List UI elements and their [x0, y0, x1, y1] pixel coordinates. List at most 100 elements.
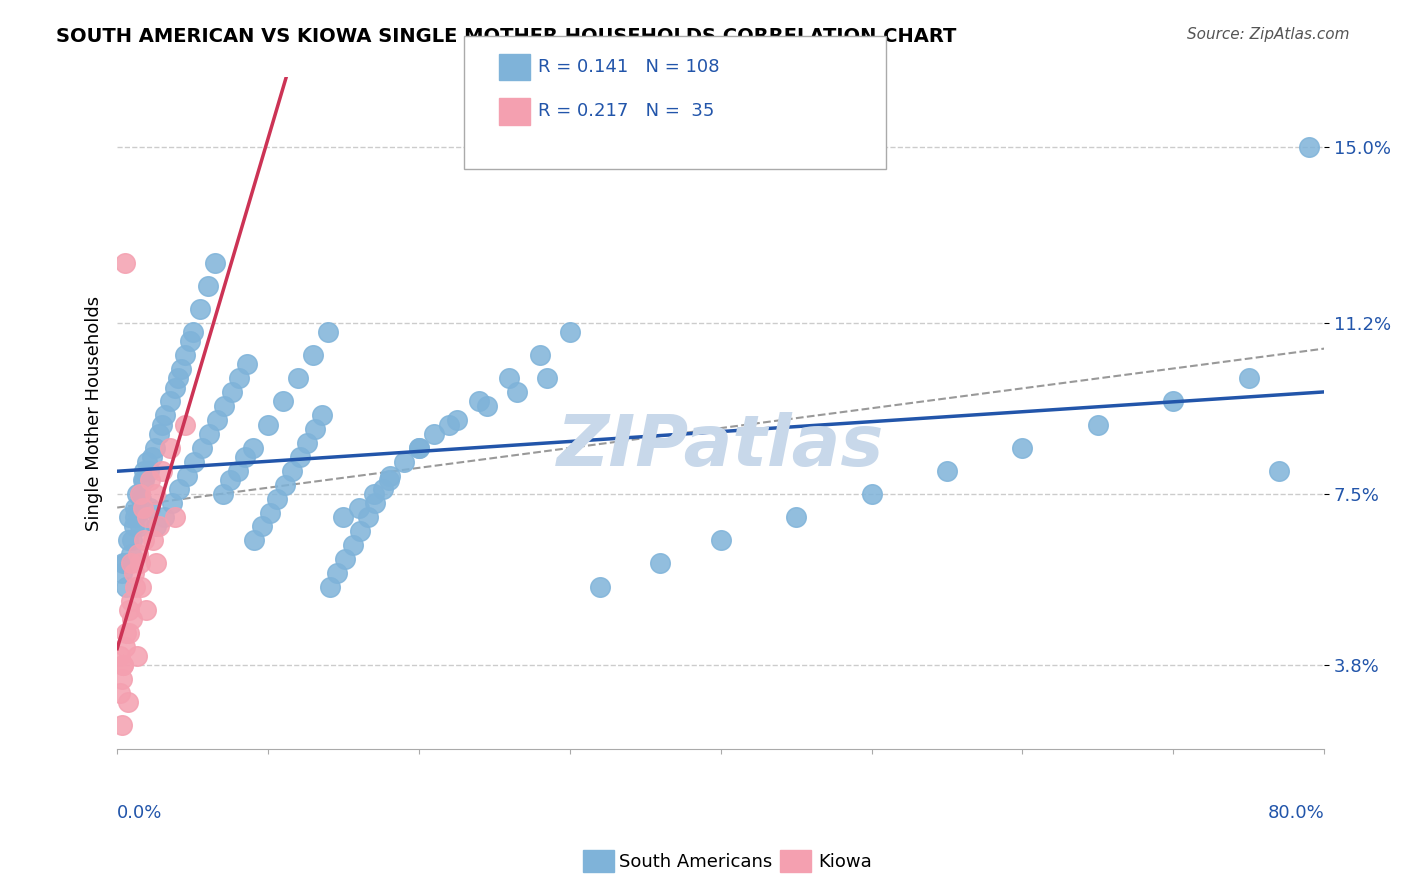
Point [139, 500, 162, 515]
Point [169, 362, 191, 376]
Point [114, 255, 136, 269]
Point [120, 557, 142, 571]
Point [111, 672, 134, 686]
Point [408, 441, 430, 455]
Point [112, 658, 135, 673]
Point [1237, 371, 1260, 385]
Point [281, 464, 304, 478]
Point [380, 468, 402, 483]
Y-axis label: Single Mother Households: Single Mother Households [86, 295, 103, 531]
Point [304, 422, 326, 436]
Point [167, 483, 190, 497]
Point [159, 394, 181, 409]
Point [392, 455, 415, 469]
Point [179, 334, 201, 349]
Point [122, 566, 145, 580]
Point [785, 510, 807, 524]
Text: Kiowa: Kiowa [818, 853, 872, 871]
Point [127, 547, 149, 561]
Point [363, 487, 385, 501]
Point [136, 455, 159, 469]
Point [124, 580, 146, 594]
Point [166, 371, 188, 385]
Point [228, 371, 250, 385]
Point [326, 566, 349, 580]
Point [347, 500, 370, 515]
Point [108, 648, 131, 663]
Point [117, 533, 139, 548]
Point [273, 477, 295, 491]
Point [128, 519, 150, 533]
Point [377, 473, 399, 487]
Point [152, 464, 174, 478]
Point [138, 464, 160, 478]
Point [143, 487, 166, 501]
Point [236, 358, 259, 372]
Point [288, 450, 311, 464]
Point [257, 417, 280, 432]
Point [121, 533, 143, 548]
Point [860, 487, 883, 501]
Point [131, 491, 153, 506]
Point [148, 519, 170, 533]
Point [139, 473, 162, 487]
Point [159, 441, 181, 455]
Point [176, 468, 198, 483]
Point [650, 557, 672, 571]
Point [1011, 441, 1033, 455]
Point [136, 510, 159, 524]
Point [333, 552, 356, 566]
Point [242, 441, 264, 455]
Point [135, 603, 157, 617]
Text: ZIPatlas: ZIPatlas [557, 412, 884, 481]
Point [152, 417, 174, 432]
Point [181, 325, 204, 339]
Point [498, 371, 520, 385]
Point [128, 557, 150, 571]
Point [124, 510, 146, 524]
Point [506, 385, 529, 400]
Point [142, 533, 165, 548]
Point [250, 519, 273, 533]
Point [118, 510, 141, 524]
Point [529, 348, 551, 362]
Point [536, 371, 558, 385]
Point [1087, 417, 1109, 432]
Point [214, 399, 236, 413]
Point [446, 413, 468, 427]
Point [437, 417, 460, 432]
Point [115, 580, 138, 594]
Point [153, 510, 176, 524]
Point [120, 547, 142, 561]
Point [356, 510, 378, 524]
Point [134, 464, 156, 478]
Point [190, 441, 212, 455]
Text: Source: ZipAtlas.com: Source: ZipAtlas.com [1187, 27, 1350, 42]
Point [1161, 394, 1184, 409]
Point [371, 483, 394, 497]
Point [132, 473, 155, 487]
Point [120, 593, 142, 607]
Point [155, 409, 177, 423]
Point [124, 500, 146, 515]
Point [108, 686, 131, 700]
Point [219, 473, 242, 487]
Point [221, 385, 243, 400]
Point [1298, 140, 1320, 154]
Point [132, 500, 155, 515]
Point [205, 413, 228, 427]
Point [211, 487, 233, 501]
Point [266, 491, 288, 506]
Point [423, 426, 446, 441]
Text: South Americans: South Americans [619, 853, 772, 871]
Point [163, 381, 186, 395]
Point [235, 450, 257, 464]
Point [128, 487, 150, 501]
Point [148, 426, 170, 441]
Point [188, 301, 211, 316]
Point [475, 399, 498, 413]
Point [936, 464, 959, 478]
Point [302, 348, 325, 362]
Point [558, 325, 581, 339]
Text: R = 0.141   N = 108: R = 0.141 N = 108 [538, 58, 720, 76]
